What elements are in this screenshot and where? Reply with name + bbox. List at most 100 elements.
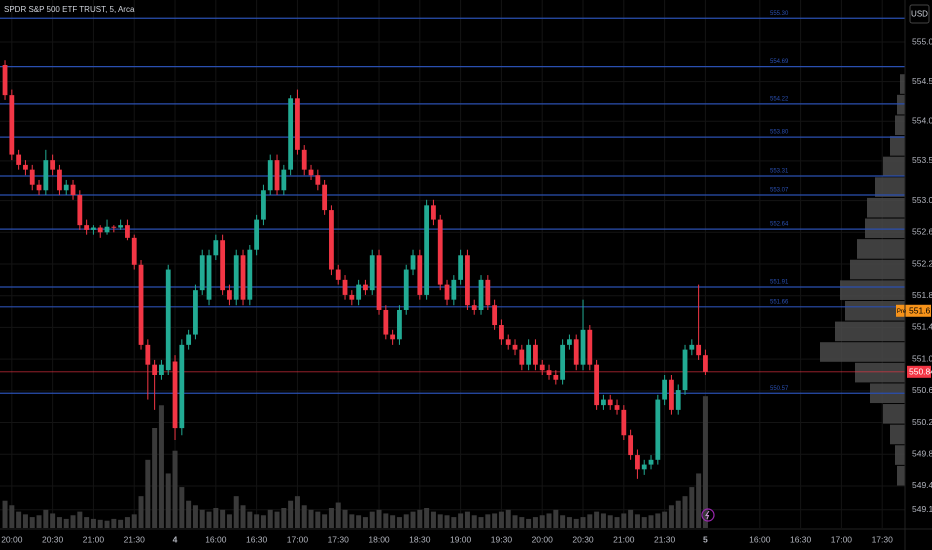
candle-body <box>274 160 280 191</box>
volume-bar <box>165 473 171 528</box>
candle-body <box>675 390 681 410</box>
volume-bar <box>16 511 22 528</box>
candle-body <box>526 344 532 365</box>
candle-body <box>70 184 76 196</box>
volume-bar <box>267 509 273 528</box>
candle-body <box>655 399 661 460</box>
x-tick-label: 5 <box>703 534 708 544</box>
candle-body <box>621 409 627 436</box>
candle-body <box>315 175 321 185</box>
volume-bar <box>430 511 436 528</box>
candle-body <box>2 65 8 96</box>
event-circle[interactable] <box>701 508 715 522</box>
volume-bar <box>390 515 396 528</box>
candle-body <box>43 160 49 191</box>
profile-bar <box>897 94 905 115</box>
level-label: 554.22 <box>770 96 789 102</box>
volume-bar <box>417 509 423 528</box>
volume-bar <box>29 517 35 528</box>
candle-body <box>23 164 28 170</box>
x-tick-label: 21:30 <box>124 534 146 544</box>
candle-body <box>641 464 647 470</box>
premarket-label: 551.61 <box>909 306 932 316</box>
y-tick-label: 549.10 <box>912 504 932 514</box>
candle-body <box>431 205 436 220</box>
candle-body <box>288 98 294 170</box>
candle-body <box>227 290 232 300</box>
volume-bar <box>505 509 511 528</box>
x-tick-label: 20:00 <box>1 534 23 544</box>
candle-body <box>131 237 137 265</box>
volume-bar <box>628 509 634 528</box>
candle-body <box>451 279 457 300</box>
candle-body <box>417 255 423 295</box>
y-tick-label: 554.00 <box>912 116 932 126</box>
volume-bar <box>138 496 144 528</box>
volume-bar <box>56 517 62 528</box>
candle-body <box>533 344 538 365</box>
y-tick-label: 555.00 <box>912 36 932 46</box>
candle-body <box>546 370 552 375</box>
level-label: 555.30 <box>770 11 789 17</box>
y-tick-label: 551.00 <box>912 353 932 363</box>
y-tick-label: 554.50 <box>912 76 932 86</box>
volume-bar <box>587 514 593 528</box>
candle-body <box>36 184 42 191</box>
volume-profile <box>820 74 905 486</box>
y-tick-label: 553.00 <box>912 195 932 205</box>
volume-bar <box>410 511 416 528</box>
event-icon[interactable] <box>701 508 715 522</box>
level-layer: 555.30 554.69 554.22 553.80 553.31 553.07 552.… <box>0 11 905 394</box>
profile-bar <box>875 177 905 197</box>
volume-bar <box>43 509 49 528</box>
volume-bar <box>104 520 110 528</box>
candle-body <box>247 249 253 300</box>
volume-bar <box>50 513 56 528</box>
candle-body <box>587 329 593 365</box>
volume-bar <box>247 511 253 528</box>
volume-bar <box>131 514 137 528</box>
candle-body <box>601 399 606 406</box>
candle-body <box>573 339 579 365</box>
x-tick-label: 20:30 <box>42 534 64 544</box>
candle-body <box>424 205 430 295</box>
volume-bar <box>451 517 457 528</box>
currency-label[interactable]: USD <box>911 10 928 19</box>
volume-bar <box>274 511 280 528</box>
profile-bar <box>820 342 905 362</box>
candle-body <box>628 435 634 456</box>
candle-body <box>220 240 226 291</box>
volume-bar <box>186 500 192 528</box>
volume-bar <box>492 513 498 528</box>
candle-body <box>118 225 124 228</box>
candle-body <box>57 169 62 191</box>
volume-bar <box>696 473 702 528</box>
currency-button[interactable] <box>909 4 930 24</box>
candle-body <box>152 364 158 375</box>
x-tick-label: 21:00 <box>83 534 105 544</box>
volume-bar <box>634 514 640 528</box>
x-tick-label: 18:30 <box>409 534 431 544</box>
volume-bar <box>580 517 586 528</box>
x-tick-label: 19:00 <box>450 534 472 544</box>
x-tick-label: 21:30 <box>654 534 676 544</box>
volume-bar <box>532 517 538 528</box>
volume-bar <box>179 487 185 528</box>
volume-bar <box>560 515 566 528</box>
candle-body <box>9 95 15 155</box>
candle-body <box>363 284 368 291</box>
candle-body <box>301 149 307 170</box>
volume-bar <box>301 505 307 528</box>
volume-bar <box>233 496 239 528</box>
candle-body <box>145 344 151 365</box>
volume-bar <box>328 508 334 528</box>
candle-body <box>390 334 396 340</box>
volume-bar <box>9 505 15 528</box>
candle-body <box>308 169 314 176</box>
y-tick-label: 549.80 <box>912 449 932 459</box>
candle-body <box>397 309 402 340</box>
candle-body <box>560 344 566 380</box>
volume-bar <box>648 515 654 528</box>
candle-body <box>29 169 35 185</box>
